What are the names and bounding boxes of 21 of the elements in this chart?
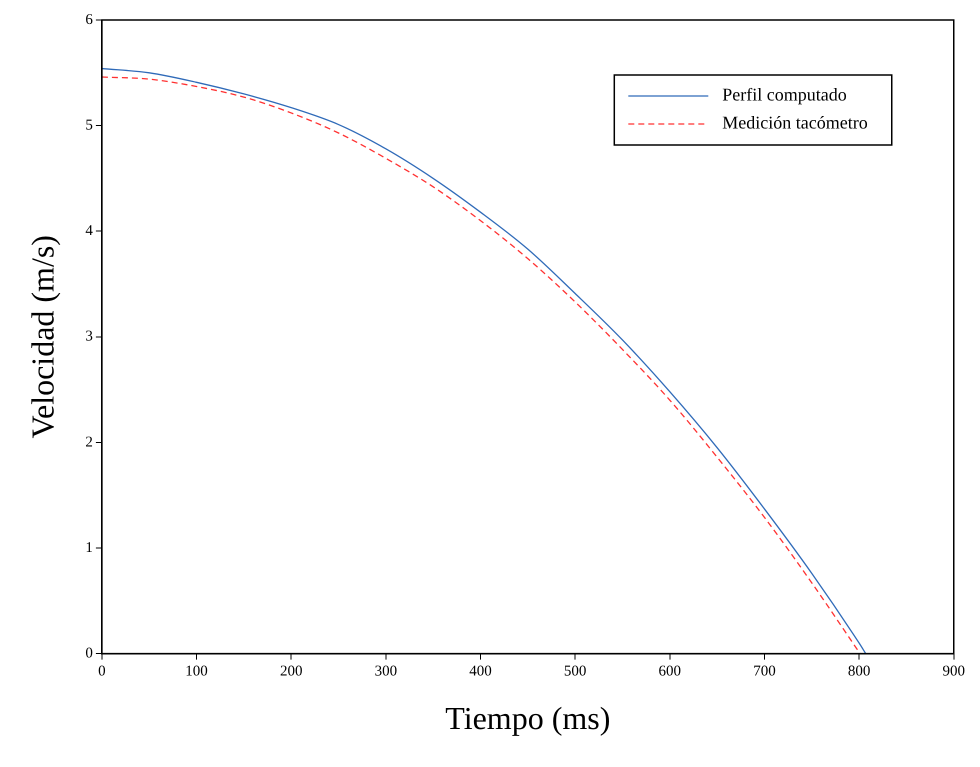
x-tick-label: 600	[658, 664, 682, 680]
x-tick-label: 900	[942, 664, 965, 680]
legend-label: Perfil computado	[722, 84, 847, 105]
y-tick-label: 5	[85, 118, 93, 134]
x-tick-label: 100	[185, 664, 208, 680]
x-tick-label: 0	[98, 664, 106, 680]
legend-label: Medición tacómetro	[722, 112, 868, 133]
x-axis-title: Tiempo (ms)	[445, 700, 610, 736]
y-tick-label: 1	[85, 540, 93, 556]
y-tick-label: 2	[85, 434, 93, 450]
x-tick-label: 500	[564, 664, 586, 680]
y-axis-title: Velocidad (m/s)	[24, 235, 61, 439]
y-tick-label: 4	[85, 223, 94, 240]
y-tick-label: 6	[85, 12, 94, 28]
y-tick-label: 3	[85, 328, 93, 345]
x-tick-label: 200	[280, 664, 302, 680]
x-tick-label: 400	[469, 664, 492, 680]
x-tick-label: 800	[848, 664, 870, 680]
y-tick-label: 0	[85, 646, 93, 662]
x-tick-label: 300	[374, 664, 398, 680]
x-tick-label: 700	[753, 664, 776, 680]
